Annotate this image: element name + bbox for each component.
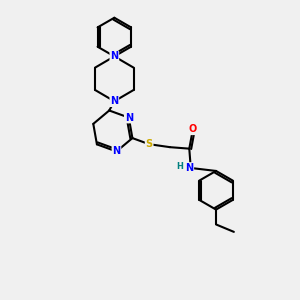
Text: H: H bbox=[176, 162, 183, 171]
Text: N: N bbox=[110, 51, 118, 62]
Text: N: N bbox=[110, 96, 118, 106]
Text: S: S bbox=[146, 139, 153, 149]
Text: N: N bbox=[185, 163, 193, 173]
Text: O: O bbox=[189, 124, 197, 134]
Text: N: N bbox=[112, 146, 121, 157]
Text: N: N bbox=[125, 112, 133, 123]
